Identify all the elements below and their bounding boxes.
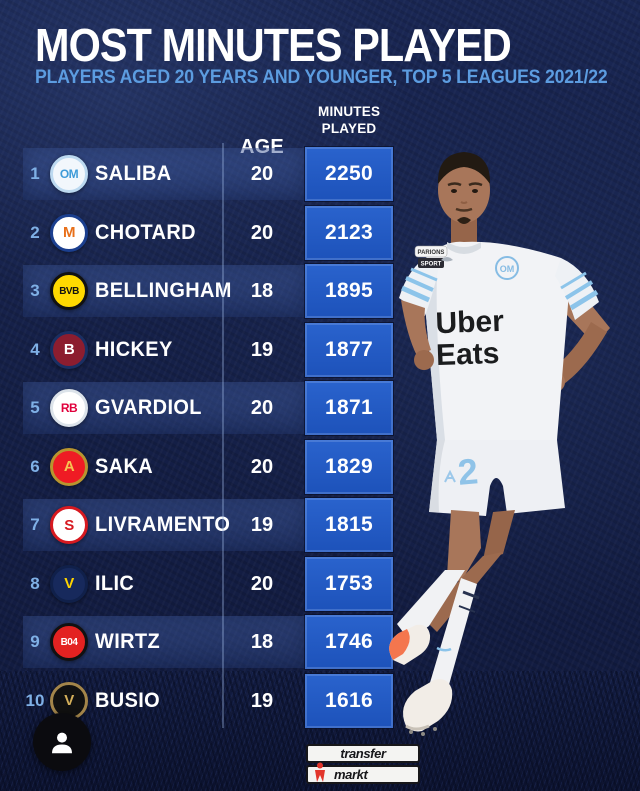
- player-name: HICKEY: [95, 337, 173, 361]
- player-name: SALIBA: [95, 162, 172, 185]
- club-crest-icon-dortmund: BVB: [50, 272, 88, 310]
- minutes-played-value: 1895: [325, 279, 373, 302]
- minutes-played-value: 1829: [325, 454, 373, 478]
- club-crest-icon-marseille: OM: [50, 155, 88, 193]
- page-title: MOST MINUTES PLAYED: [35, 19, 512, 71]
- rank-number: 5: [30, 398, 40, 417]
- brand-text-markt: markt: [334, 767, 368, 782]
- player-age: 18: [250, 631, 274, 653]
- player-name: WIRTZ: [95, 630, 161, 653]
- rank-number: 2: [30, 222, 40, 242]
- club-crest-icon-leverkusen: B04: [50, 623, 88, 661]
- person-icon: [52, 732, 72, 754]
- transfermarkt-logo-bottom: markt: [306, 762, 420, 784]
- rank-number: 9: [30, 632, 40, 651]
- minutes-played-value: 1815: [325, 513, 373, 536]
- club-crest-icon-hellas-verona: V: [50, 564, 88, 603]
- table-row: 9 B04 WIRTZ 18 1746: [0, 615, 640, 669]
- page-subtitle: PLAYERS AGED 20 YEARS AND YOUNGER, TOP 5…: [35, 67, 608, 88]
- table-row: 3 BVB BELLINGHAM 18 1895: [0, 264, 640, 318]
- player-age: 19: [250, 514, 274, 536]
- player-age: 20: [250, 397, 274, 419]
- minutes-played-box: 1877: [305, 322, 393, 377]
- minutes-played-box: 1815: [305, 498, 393, 552]
- club-crest-icon-bologna: B: [50, 330, 88, 369]
- minutes-played-box: 2250: [305, 147, 393, 201]
- player-name: ILIC: [95, 571, 135, 595]
- minutes-played-box: 1829: [305, 439, 393, 494]
- player-age: 20: [250, 163, 274, 185]
- column-header-age: AGE: [240, 136, 284, 158]
- minutes-played-box: 1871: [305, 381, 393, 435]
- minutes-played-value: 1746: [325, 630, 373, 653]
- player-age: 20: [250, 455, 274, 478]
- player-name: BELLINGHAM: [95, 279, 232, 302]
- rank-number: 8: [30, 573, 40, 593]
- minutes-played-value: 2250: [325, 162, 373, 185]
- minutes-played-value: 1616: [325, 688, 373, 712]
- transfermarkt-logo-top: transfer: [306, 744, 420, 763]
- table-rows: 1 OM SALIBA 20 2250 2 M CHOTARD 20 2123 …: [0, 147, 640, 733]
- avatar-button[interactable]: [33, 713, 91, 771]
- rank-number: 7: [30, 515, 40, 534]
- minutes-played-value: 1753: [325, 571, 373, 595]
- rank-number: 3: [30, 281, 40, 300]
- club-crest-icon-rb-leipzig: RB: [50, 389, 88, 427]
- table-row: 6 A SAKA 20 1829: [0, 439, 640, 494]
- table-row: 5 RB GVARDIOL 20 1871: [0, 381, 640, 435]
- table-row: 2 M CHOTARD 20 2123: [0, 205, 640, 260]
- club-crest-icon-montpellier: M: [50, 213, 88, 252]
- player-age: 18: [250, 280, 274, 302]
- player-age: 20: [250, 221, 274, 244]
- transfermarkt-logo: transfer markt: [306, 744, 420, 786]
- club-crest-icon-southampton: S: [50, 506, 88, 544]
- club-crest-icon-arsenal: A: [50, 447, 88, 486]
- minutes-played-box: 1616: [305, 673, 393, 728]
- table-row: 1 OM SALIBA 20 2250: [0, 147, 640, 201]
- player-name: LIVRAMENTO: [95, 513, 231, 536]
- table-row: 7 S LIVRAMENTO 19 1815: [0, 498, 640, 552]
- table-row: 10 V BUSIO 19 1616: [0, 673, 640, 728]
- minutes-played-value: 1877: [325, 337, 373, 361]
- minutes-played-value: 2123: [325, 220, 373, 244]
- table-row: 8 V ILIC 20 1753: [0, 556, 640, 611]
- minutes-played-box: 1753: [305, 556, 393, 611]
- minutes-played-value: 1871: [325, 396, 373, 419]
- rank-number: 4: [30, 339, 40, 359]
- brand-text-transfer: transfer: [340, 746, 386, 761]
- minutes-played-box: 2123: [305, 205, 393, 260]
- rank-number: 6: [30, 456, 40, 476]
- column-divider-line: [222, 143, 224, 728]
- player-age: 20: [250, 572, 274, 595]
- player-age: 19: [250, 689, 274, 712]
- table-row: 4 B HICKEY 19 1877: [0, 322, 640, 377]
- player-name: SAKA: [95, 454, 154, 478]
- column-header-minutes: MINUTES PLAYED: [318, 104, 381, 136]
- transfermarkt-man-icon: [315, 762, 325, 782]
- player-name: GVARDIOL: [95, 396, 202, 419]
- rank-number: 1: [30, 164, 40, 183]
- player-age: 19: [250, 338, 274, 361]
- minutes-played-box: 1746: [305, 615, 393, 669]
- minutes-played-box: 1895: [305, 264, 393, 318]
- player-name: BUSIO: [95, 688, 161, 712]
- player-name: CHOTARD: [95, 220, 196, 244]
